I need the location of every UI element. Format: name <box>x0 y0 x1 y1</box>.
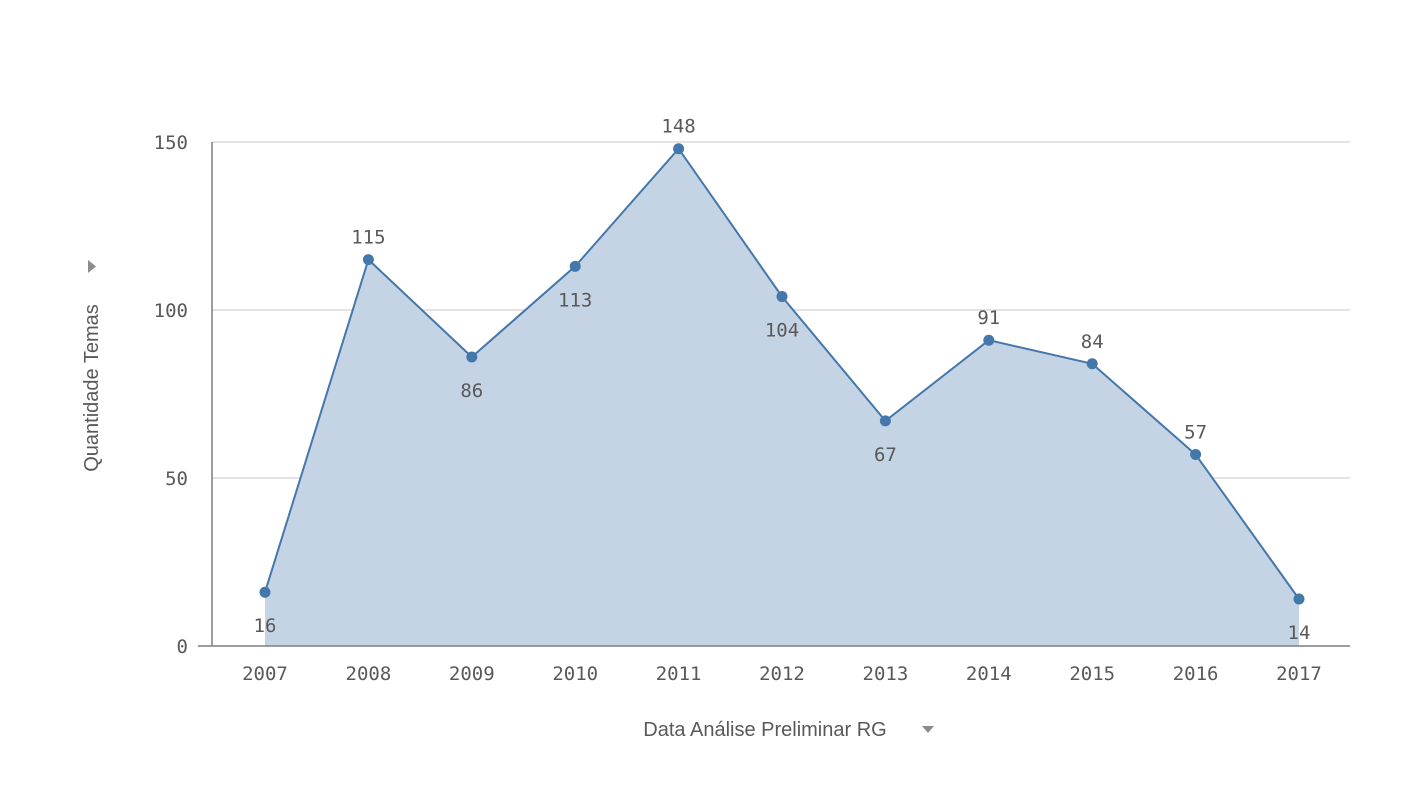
y-tick-label: 100 <box>154 300 188 322</box>
data-label-2017: 14 <box>1288 622 1311 644</box>
x-tick-label-2012: 2012 <box>759 663 805 685</box>
x-tick-label-2010: 2010 <box>552 663 598 685</box>
x-tick-label-2016: 2016 <box>1173 663 1219 685</box>
data-point-2017[interactable] <box>1293 593 1305 605</box>
data-label-2007: 16 <box>254 615 277 637</box>
series-area <box>265 148 1299 646</box>
x-tick-label-2008: 2008 <box>346 663 392 685</box>
data-point-2015[interactable] <box>1086 358 1098 370</box>
x-tick-label-2007: 2007 <box>242 663 288 685</box>
data-label-2013: 67 <box>874 444 897 466</box>
data-point-2008[interactable] <box>362 254 374 266</box>
data-label-2012: 104 <box>765 320 799 342</box>
x-tick-label-2014: 2014 <box>966 663 1012 685</box>
data-label-2016: 57 <box>1184 421 1207 443</box>
data-point-2012[interactable] <box>776 291 788 303</box>
data-label-2010: 113 <box>558 289 592 311</box>
data-point-2010[interactable] <box>569 260 581 272</box>
area-fill-layer <box>265 148 1299 646</box>
data-point-2007[interactable] <box>259 586 271 598</box>
y-tick-label: 150 <box>154 132 188 154</box>
x-tick-label-2013: 2013 <box>863 663 909 685</box>
x-tick-label-2011: 2011 <box>656 663 702 685</box>
y-tick-labels: 0 50 100 150 <box>154 132 188 658</box>
data-point-2009[interactable] <box>466 351 478 363</box>
data-point-2011[interactable] <box>673 143 685 155</box>
x-tick-label-2009: 2009 <box>449 663 495 685</box>
x-axis-title[interactable]: Data Análise Preliminar RG <box>643 719 886 741</box>
y-axis-dropdown-icon[interactable] <box>88 260 96 273</box>
axes <box>198 142 1350 647</box>
data-label-2008: 115 <box>351 227 385 249</box>
data-label-2009: 86 <box>460 380 483 402</box>
data-point-2014[interactable] <box>983 334 995 346</box>
x-tick-label-2017: 2017 <box>1276 663 1322 685</box>
x-tick-labels: 2007 2008 2009 2010 2011 2012 2013 2014 2015 2016… <box>242 663 1322 685</box>
y-axis-title[interactable]: Quantidade Temas <box>81 304 103 472</box>
data-label-2011: 148 <box>661 116 695 138</box>
data-points <box>259 143 1305 605</box>
data-point-2013[interactable] <box>879 415 891 427</box>
x-axis-dropdown-icon[interactable] <box>922 726 934 733</box>
x-tick-label-2015: 2015 <box>1069 663 1115 685</box>
data-label-2015: 84 <box>1081 331 1104 353</box>
data-labels: 16 115 86 113 148 104 67 91 84 57 14 <box>254 116 1311 644</box>
data-point-2016[interactable] <box>1190 448 1202 460</box>
data-label-2014: 91 <box>977 307 1000 329</box>
y-tick-label: 50 <box>165 468 188 490</box>
y-tick-label: 0 <box>177 636 188 658</box>
